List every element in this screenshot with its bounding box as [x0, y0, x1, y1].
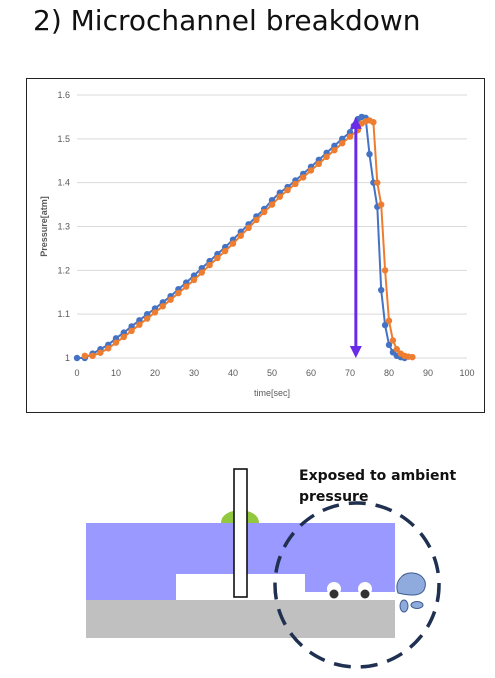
chip-right-wall: [305, 573, 395, 592]
glass-substrate: [86, 600, 395, 638]
series-2-point: [190, 276, 198, 284]
fluid-drop-small: [410, 601, 424, 609]
series-1-point: [73, 354, 81, 362]
series-2-point: [409, 353, 416, 361]
series-1-point: [339, 135, 346, 143]
series-2-line: [84, 119, 413, 359]
series-2-point: [307, 167, 315, 174]
series-2-point: [374, 179, 381, 186]
x-tick-label: 40: [228, 368, 238, 378]
y-tick-label: 1: [65, 353, 70, 363]
series-2-point: [175, 289, 182, 297]
series-2-point: [261, 208, 268, 216]
microchannel-diagram: [86, 468, 441, 669]
series-1-point: [136, 317, 143, 324]
series-1-point: [385, 341, 393, 349]
series-2-point: [229, 240, 237, 247]
series-2-point: [378, 201, 385, 208]
series-2-point: [167, 296, 174, 303]
series-2-point: [112, 339, 120, 346]
y-tick-label: 1.3: [57, 222, 70, 232]
series-1-point: [346, 129, 354, 136]
series-2-point: [198, 269, 205, 276]
chip-left-wall: [86, 573, 176, 600]
series-1-point: [366, 150, 373, 158]
series-2-point: [89, 352, 96, 360]
series-1-point: [120, 329, 128, 336]
series-1-point: [378, 286, 385, 294]
inlet-tube: [233, 468, 248, 598]
series-2-point: [151, 309, 159, 316]
series-1-point: [381, 321, 389, 329]
series-2-point: [183, 283, 190, 290]
x-tick-label: 80: [384, 368, 394, 378]
series-2-point: [323, 153, 330, 161]
x-tick-label: 100: [459, 368, 474, 378]
ambient-label-line-1: Exposed to ambient: [299, 468, 457, 484]
series-2-point: [268, 201, 276, 208]
x-tick-label: 70: [345, 368, 355, 378]
x-tick-label: 20: [150, 368, 160, 378]
y-tick-label: 1.4: [57, 178, 70, 188]
breakdown-arrow-head-bottom: [349, 346, 362, 358]
x-axis-label: time[sec]: [254, 388, 290, 398]
chart-plot: 1 1.1 1.2 1.3 1.4 1.5 1.6 0 10 20 30 40 50 60 70 80 90 10…: [39, 90, 475, 398]
series-2-point: [206, 261, 213, 269]
x-tick-label: 0: [74, 368, 79, 378]
series-2-point: [253, 216, 260, 224]
series-2-point: [81, 352, 88, 360]
x-tick-label: 50: [267, 368, 277, 378]
x-tick-label: 10: [111, 368, 121, 378]
series-2-point: [245, 224, 252, 232]
particle-left: [329, 589, 339, 599]
particle-right: [360, 589, 370, 599]
series-1-point: [144, 310, 151, 318]
series-1-point: [128, 323, 135, 330]
page-title: 2) Microchannel breakdown: [33, 4, 421, 37]
x-tick-label: 60: [306, 368, 316, 378]
series-2-point: [97, 349, 104, 356]
exposure-dashed-circle: [273, 501, 441, 669]
y-axis-label: Pressure[atm]: [39, 196, 49, 257]
y-tick-label: 1.2: [57, 265, 70, 275]
series-2-point: [214, 254, 221, 262]
series-2-point: [136, 321, 143, 328]
x-tick-label: 30: [189, 368, 199, 378]
series-2-point: [128, 327, 135, 335]
series-2-point: [284, 186, 291, 194]
breakdown-arrow-head-top: [349, 116, 362, 129]
series-2-point: [292, 180, 299, 188]
ambient-label-line-2: pressure: [299, 489, 369, 505]
series-2-point: [389, 337, 397, 344]
series-2-point: [370, 118, 377, 126]
series-2-point: [385, 317, 393, 324]
y-tick-label: 1.5: [57, 134, 70, 144]
series-2-point: [159, 303, 166, 310]
fluid-drop-small: [399, 599, 409, 613]
series-1-point: [112, 335, 120, 342]
series-2-point: [331, 147, 338, 154]
series-2-point: [120, 333, 128, 341]
series-2-point: [105, 345, 112, 352]
ambient-pressure-label: Exposed to ambient pressure: [299, 466, 469, 508]
series-2-point: [237, 232, 244, 239]
series-2-point: [315, 160, 322, 168]
y-tick-label: 1.6: [57, 90, 70, 100]
series-2-point: [222, 247, 229, 255]
series-2-point: [381, 267, 389, 274]
y-tick-label: 1.1: [57, 309, 70, 319]
series-2-point: [300, 174, 307, 181]
series-2-point: [339, 140, 346, 147]
x-tick-label: 90: [423, 368, 433, 378]
series-2-point: [144, 315, 151, 322]
series-2-point: [346, 133, 354, 140]
leaked-fluid-drop: [396, 572, 426, 596]
series-2-point: [276, 193, 283, 200]
series-2-point: [393, 346, 400, 353]
pressure-chart: 1 1.1 1.2 1.3 1.4 1.5 1.6 0 10 20 30 40 50 60 70 80 90 10…: [26, 78, 485, 413]
